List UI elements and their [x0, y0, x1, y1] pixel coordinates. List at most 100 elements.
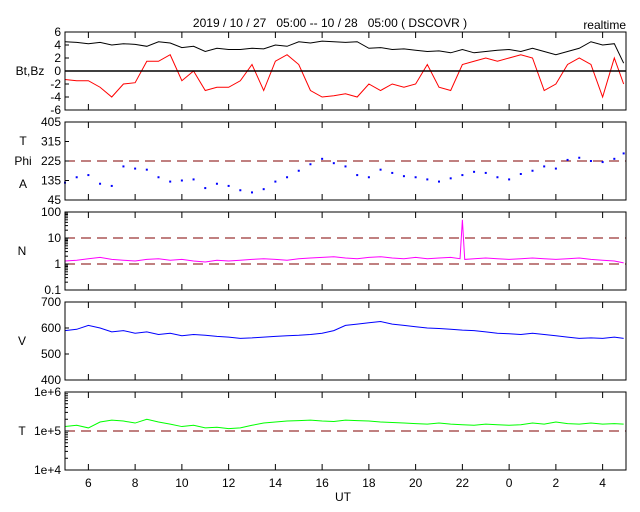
- y-tick-label: 1e+6: [34, 385, 61, 399]
- x-tick-label: 6: [85, 476, 92, 490]
- data-point-phi: [286, 176, 289, 179]
- data-point-phi: [134, 167, 137, 170]
- data-point-phi: [204, 187, 207, 190]
- y-tick-label: 45: [48, 193, 62, 207]
- data-point-phi: [309, 163, 312, 166]
- data-point-phi: [110, 184, 113, 187]
- x-tick-label: 10: [175, 476, 189, 490]
- data-point-phi: [531, 169, 534, 172]
- data-point-phi: [473, 170, 476, 173]
- y-tick-label: 2: [54, 51, 61, 65]
- data-point-phi: [145, 168, 148, 171]
- panel-4: 1e+4 1e+5 1e+6 T: [18, 385, 627, 477]
- data-point-phi: [367, 176, 370, 179]
- x-tick-label: 16: [315, 476, 329, 490]
- x-tick-label: 12: [222, 476, 236, 490]
- y-tick-label: 1: [54, 257, 61, 271]
- data-point-phi: [157, 176, 160, 179]
- y-tick-label: 600: [41, 321, 61, 335]
- y-tick-label: 100: [41, 205, 61, 219]
- y-tick-label: 400: [41, 373, 61, 387]
- y-tick-label: 500: [41, 347, 61, 361]
- x-axis-label: UT: [335, 490, 352, 504]
- y-axis-label: Phi: [14, 154, 31, 168]
- x-tick-label: 2: [553, 476, 560, 490]
- x-tick-label: 4: [599, 476, 606, 490]
- data-point-phi: [519, 173, 522, 175]
- series-line-bz: [64, 54, 625, 99]
- data-point-phi: [87, 174, 90, 177]
- panel-2: 0.1 1 10 100 N: [18, 205, 627, 297]
- data-point-phi: [589, 160, 592, 162]
- y-axis-label: T: [18, 424, 26, 438]
- chart-title: 2019 / 10 / 27 05:00 -- 10 / 28 05:00 ( …: [193, 16, 467, 30]
- x-tick-label: 22: [456, 476, 470, 490]
- data-point-phi: [414, 176, 417, 179]
- data-point-phi: [601, 161, 604, 164]
- data-point-phi: [379, 168, 382, 171]
- data-point-phi: [554, 167, 557, 170]
- data-point-phi: [215, 182, 218, 185]
- y-tick-label: 0: [54, 64, 61, 78]
- data-point-phi: [496, 176, 499, 179]
- data-point-phi: [484, 171, 487, 174]
- panel-3: 400 500 600 700 V: [18, 295, 627, 387]
- data-point-phi: [622, 152, 625, 155]
- data-point-phi: [99, 182, 102, 185]
- data-point-phi: [297, 169, 300, 172]
- data-point-phi: [344, 165, 347, 168]
- data-point-phi: [262, 188, 265, 191]
- x-tick-label: 18: [362, 476, 376, 490]
- data-point-phi: [227, 184, 230, 187]
- x-tick-label: 0: [506, 476, 513, 490]
- y-tick-label: 405: [41, 115, 61, 129]
- data-point-phi: [426, 178, 429, 181]
- panel-frame: [64, 211, 627, 291]
- y-tick-label: 6: [54, 25, 61, 39]
- data-point-phi: [391, 171, 394, 174]
- data-point-phi: [169, 180, 172, 183]
- y-tick-label: -2: [50, 77, 61, 91]
- x-tick-label: 14: [269, 476, 283, 490]
- data-point-phi: [122, 165, 125, 168]
- y-tick-label: 315: [41, 135, 61, 149]
- series-line-bt: [64, 40, 625, 64]
- y-tick-label: 1e+5: [34, 424, 61, 438]
- data-point-phi: [251, 191, 253, 194]
- y-tick-label: -4: [50, 90, 61, 104]
- realtime-badge: realtime: [583, 18, 626, 32]
- data-point-phi: [613, 157, 616, 160]
- data-point-phi: [402, 175, 405, 178]
- data-point-phi: [356, 174, 359, 177]
- y-tick-label: 10: [48, 231, 62, 245]
- series-line-v: [64, 320, 624, 339]
- data-point-phi: [332, 162, 335, 165]
- y-axis-label: V: [18, 334, 26, 348]
- data-point-phi: [239, 189, 242, 192]
- data-point-phi: [578, 156, 581, 159]
- y-tick-label: 0.1: [44, 283, 61, 297]
- y-tick-label: 135: [41, 174, 61, 188]
- y-axis-label: T: [19, 134, 27, 148]
- data-point-phi: [75, 176, 78, 179]
- panel-1: 45 135 225 315 405 T Phi A: [14, 115, 627, 207]
- y-axis-label: A: [19, 177, 27, 191]
- y-tick-label: 1e+4: [34, 463, 61, 477]
- data-point-phi: [180, 179, 183, 182]
- y-axis-label: Bt,Bz: [16, 64, 45, 78]
- y-axis-label: N: [18, 244, 27, 258]
- y-tick-label: 225: [41, 154, 61, 168]
- y-tick-label: 700: [41, 295, 61, 309]
- data-point-phi: [566, 158, 569, 161]
- data-point-phi: [543, 165, 546, 168]
- data-point-phi: [438, 180, 440, 183]
- data-point-phi: [192, 178, 195, 181]
- series-line-t: [64, 418, 624, 430]
- data-point-phi: [321, 157, 324, 160]
- x-tick-label: 20: [409, 476, 423, 490]
- data-point-phi: [461, 174, 464, 177]
- y-tick-label: -6: [50, 103, 61, 117]
- data-point-phi: [274, 180, 277, 183]
